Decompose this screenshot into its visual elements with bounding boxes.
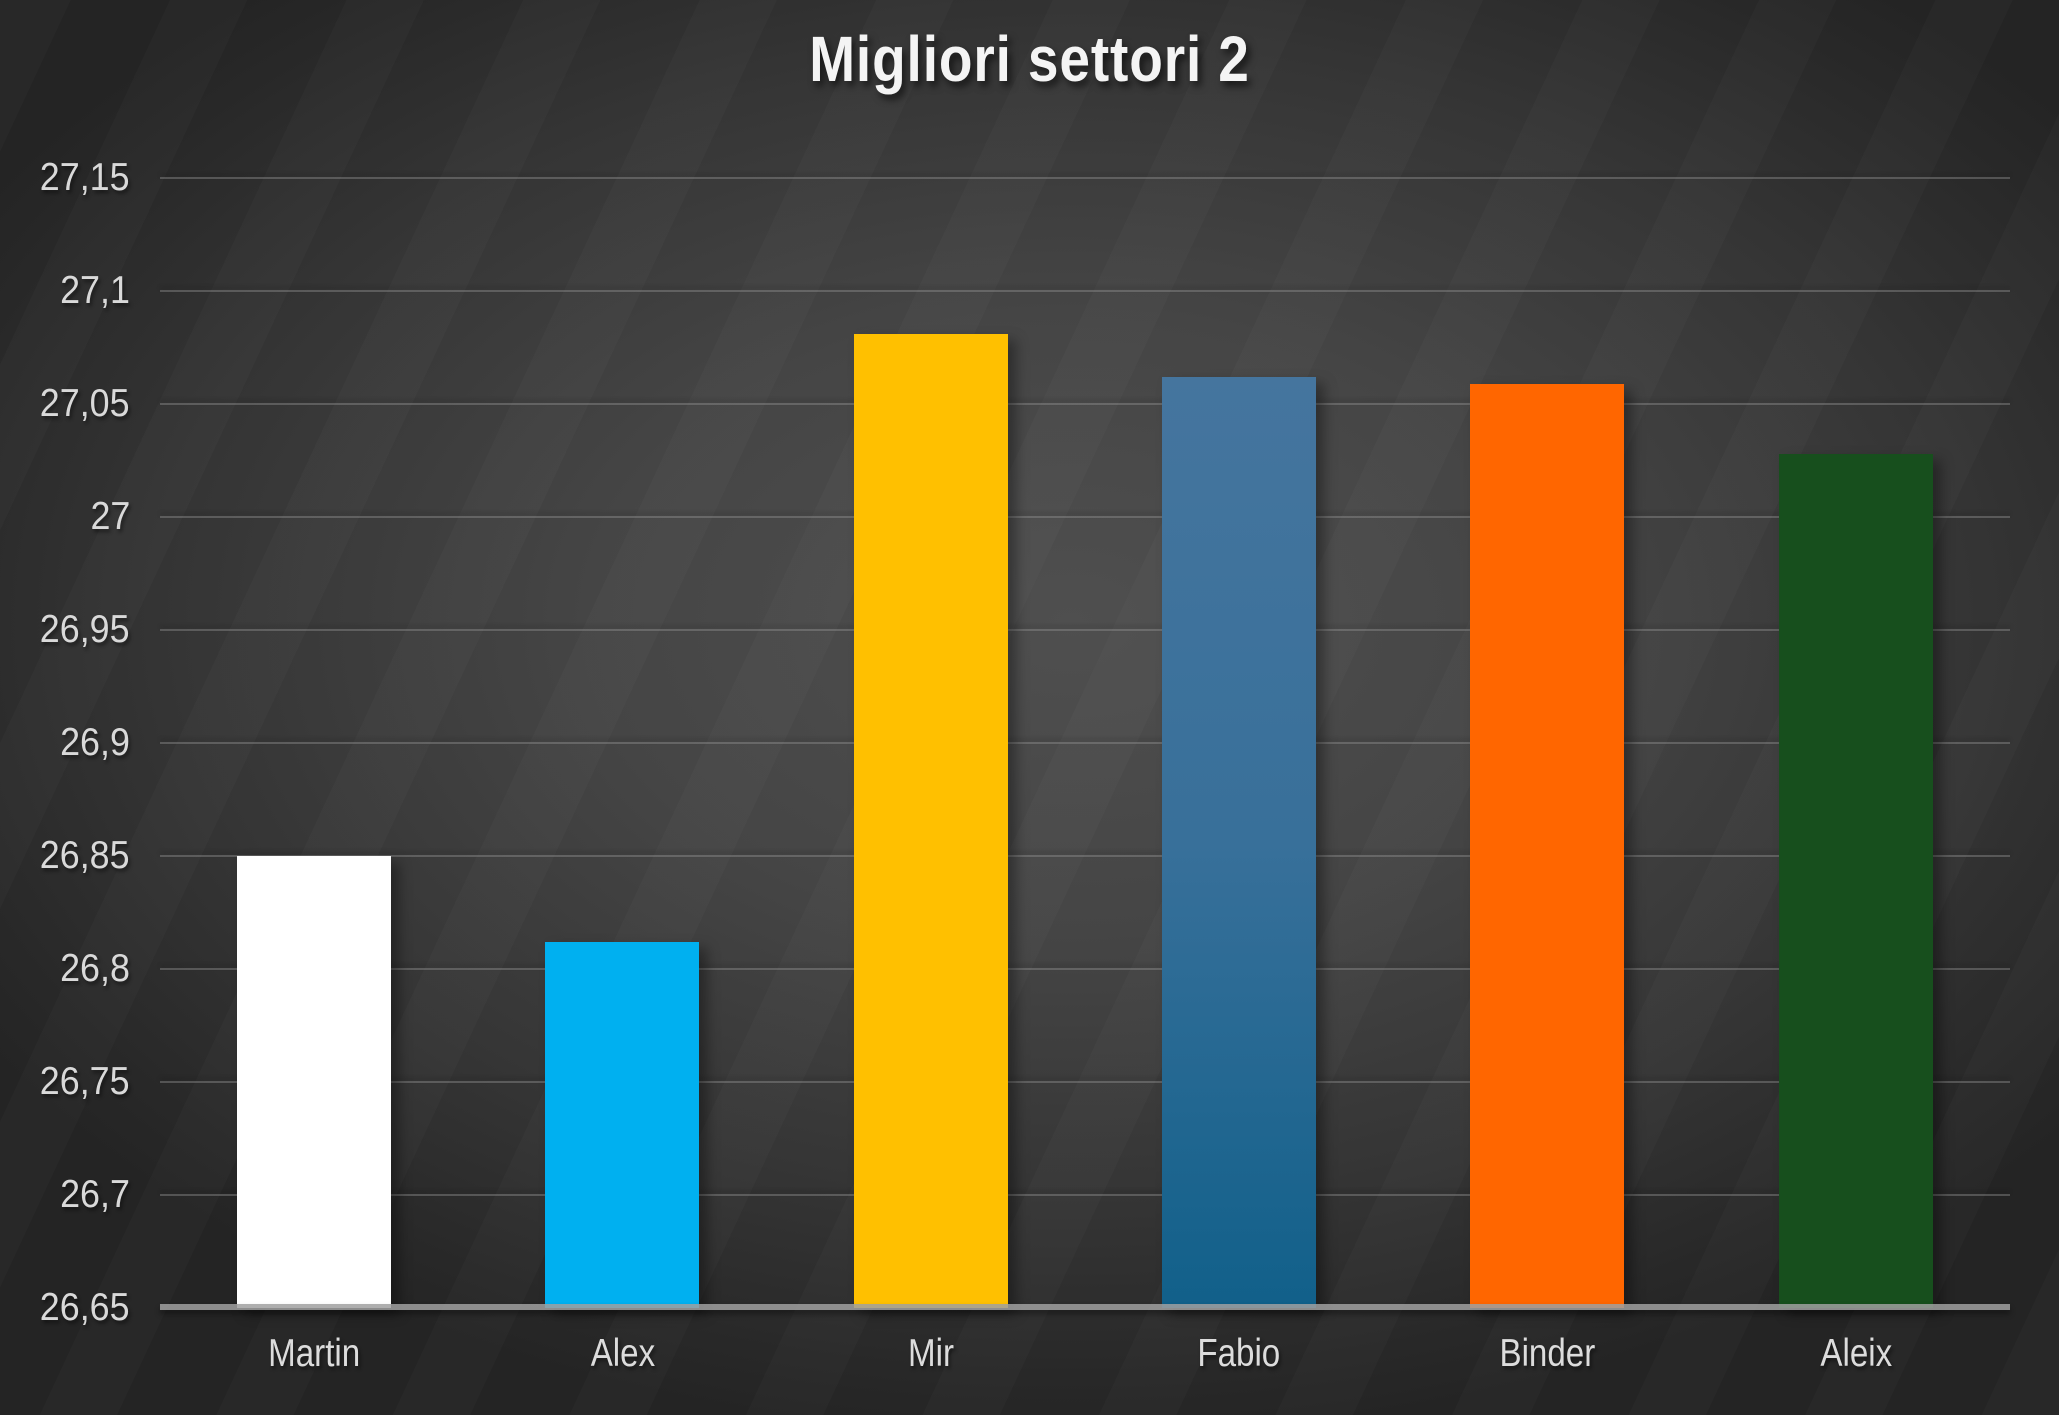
x-category-label: Mir — [907, 1332, 954, 1375]
gridline — [160, 516, 2010, 518]
bar-slot — [1393, 178, 1701, 1308]
gridline — [160, 1081, 2010, 1083]
bar-fabio — [1162, 377, 1317, 1308]
x-label-slot: Aleix — [1702, 1332, 2010, 1376]
y-axis: 26,65 26,7 26,75 26,8 26,85 26,9 26,95 27 27,05 2… — [0, 156, 130, 1329]
y-tick-label: 26,65 — [40, 1286, 130, 1329]
gridline — [160, 855, 2010, 857]
gridline — [160, 742, 2010, 744]
bar-binder — [1470, 384, 1625, 1308]
bars-row — [160, 178, 2010, 1308]
bar-slot — [777, 178, 1085, 1308]
x-category-label: Binder — [1499, 1332, 1596, 1375]
gridline — [160, 177, 2010, 179]
x-category-label: Martin — [268, 1332, 361, 1375]
y-tick-label: 26,8 — [60, 947, 130, 990]
y-tick-label: 27,1 — [60, 269, 130, 312]
bar-slot — [468, 178, 776, 1308]
y-tick-label: 26,95 — [40, 608, 130, 651]
gridline — [160, 403, 2010, 405]
chart-title: Migliori settori 2 — [809, 23, 1250, 95]
y-tick-label: 27 — [90, 495, 130, 538]
y-tick-label: 26,9 — [60, 721, 130, 764]
x-label-slot: Alex — [468, 1332, 776, 1376]
y-tick-label: 27,15 — [40, 156, 130, 199]
bar-martin — [237, 856, 392, 1308]
plot-area — [160, 177, 2010, 1310]
x-label-slot: Mir — [777, 1332, 1085, 1376]
x-category-label: Aleix — [1819, 1332, 1892, 1375]
gridline — [160, 1194, 2010, 1196]
x-category-label: Fabio — [1197, 1332, 1281, 1375]
bar-mir — [853, 334, 1008, 1308]
bar-alex — [545, 942, 700, 1308]
x-label-slot: Binder — [1393, 1332, 1701, 1376]
x-axis-labels: Martin Alex Mir Fabio Binder Aleix — [160, 1332, 2010, 1376]
x-label-slot: Martin — [160, 1332, 468, 1376]
gridline — [160, 629, 2010, 631]
y-tick-label: 26,7 — [60, 1173, 130, 1216]
gridline — [160, 968, 2010, 970]
y-tick-label: 26,85 — [40, 834, 130, 877]
bar-slot — [160, 178, 468, 1308]
bar-slot — [1085, 178, 1393, 1308]
x-axis-line — [160, 1304, 2010, 1310]
bar-slot — [1702, 178, 2010, 1308]
bar-aleix — [1778, 454, 1933, 1308]
y-tick-label: 26,75 — [40, 1060, 130, 1103]
x-label-slot: Fabio — [1085, 1332, 1393, 1376]
x-category-label: Alex — [590, 1332, 655, 1375]
gridline — [160, 290, 2010, 292]
y-tick-label: 27,05 — [40, 382, 130, 425]
